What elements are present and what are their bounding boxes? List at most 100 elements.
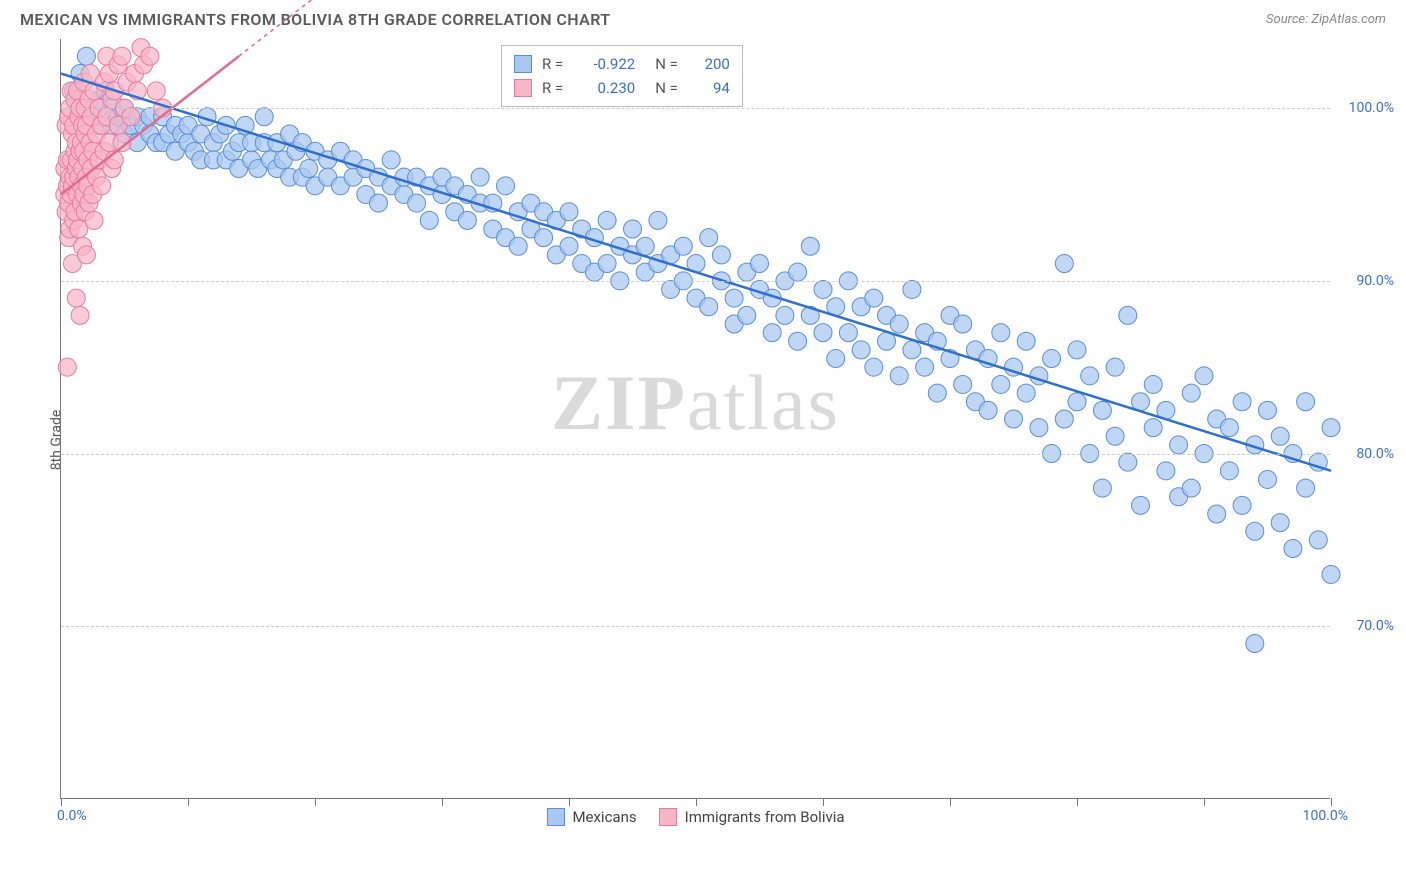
legend-swatch xyxy=(659,808,677,826)
data-point xyxy=(789,263,807,281)
data-point xyxy=(77,246,95,264)
legend-label: Mexicans xyxy=(572,808,636,826)
data-point xyxy=(1144,375,1162,393)
legend-swatch xyxy=(514,55,532,73)
data-point xyxy=(1030,419,1048,437)
data-point xyxy=(712,246,730,264)
header: MEXICAN VS IMMIGRANTS FROM BOLIVIA 8TH G… xyxy=(0,0,1406,35)
data-point xyxy=(1233,496,1251,514)
data-point xyxy=(1259,470,1277,488)
data-point xyxy=(916,358,934,376)
x-tick xyxy=(1331,798,1332,806)
data-point xyxy=(801,237,819,255)
x-tick xyxy=(823,798,824,806)
data-point xyxy=(1119,453,1137,471)
data-point xyxy=(725,289,743,307)
trend-line xyxy=(61,74,1331,471)
data-point xyxy=(113,47,131,65)
data-point xyxy=(1284,540,1302,558)
data-point xyxy=(85,211,103,229)
data-point xyxy=(1017,332,1035,350)
legend-item: Mexicans xyxy=(546,808,636,826)
legend-r-label: R = xyxy=(542,76,563,100)
x-tick xyxy=(696,798,697,806)
gridline xyxy=(61,108,1330,109)
plot-area: ZIPatlas R =-0.922N =200R =0.230N =94 Me… xyxy=(60,39,1330,799)
data-point xyxy=(1055,255,1073,273)
data-point xyxy=(535,229,553,247)
legend-n-label: N = xyxy=(655,76,678,100)
data-point xyxy=(1119,306,1137,324)
data-point xyxy=(560,203,578,221)
data-point xyxy=(77,47,95,65)
data-point xyxy=(1017,384,1035,402)
data-point xyxy=(992,375,1010,393)
data-point xyxy=(1043,350,1061,368)
data-point xyxy=(1132,496,1150,514)
chart-title: MEXICAN VS IMMIGRANTS FROM BOLIVIA 8TH G… xyxy=(20,10,611,29)
data-point xyxy=(827,350,845,368)
data-point xyxy=(1208,505,1226,523)
data-point xyxy=(598,211,616,229)
data-point xyxy=(814,324,832,342)
data-point xyxy=(865,358,883,376)
data-point xyxy=(1195,367,1213,385)
data-point xyxy=(636,237,654,255)
chart-container: 8th Grade ZIPatlas R =-0.922N =200R =0.2… xyxy=(20,35,1386,845)
data-point xyxy=(624,220,642,238)
data-point xyxy=(1182,384,1200,402)
data-point xyxy=(1233,393,1251,411)
legend-stats-row: R =-0.922N =200 xyxy=(514,52,730,76)
x-tick xyxy=(950,798,951,806)
data-point xyxy=(865,289,883,307)
data-point xyxy=(839,324,857,342)
data-point xyxy=(890,315,908,333)
y-tick-label: 70.0% xyxy=(1356,618,1394,634)
data-point xyxy=(1220,419,1238,437)
data-point xyxy=(1170,436,1188,454)
data-point xyxy=(1220,462,1238,480)
x-tick xyxy=(1204,798,1205,806)
data-point xyxy=(141,47,159,65)
data-point xyxy=(1246,635,1264,653)
data-point xyxy=(1055,410,1073,428)
y-tick-label: 100.0% xyxy=(1349,100,1394,116)
gridline xyxy=(61,281,1330,282)
data-point xyxy=(71,306,89,324)
data-point xyxy=(814,280,832,298)
data-point xyxy=(1005,410,1023,428)
x-tick xyxy=(188,798,189,806)
data-point xyxy=(903,280,921,298)
data-point xyxy=(1093,479,1111,497)
x-tick xyxy=(569,798,570,806)
x-axis-max-label: 100.0% xyxy=(1303,808,1348,824)
data-point xyxy=(1259,401,1277,419)
data-point xyxy=(1322,419,1340,437)
data-point xyxy=(458,211,476,229)
legend-item: Immigrants from Bolivia xyxy=(659,808,845,826)
data-point xyxy=(147,82,165,100)
data-point xyxy=(979,401,997,419)
data-point xyxy=(408,194,426,212)
data-point xyxy=(1068,393,1086,411)
data-point xyxy=(1246,522,1264,540)
data-point xyxy=(992,324,1010,342)
legend-stats: R =-0.922N =200R =0.230N =94 xyxy=(501,45,743,107)
data-point xyxy=(649,211,667,229)
data-point xyxy=(300,160,318,178)
data-point xyxy=(1157,462,1175,480)
legend-label: Immigrants from Bolivia xyxy=(685,808,845,826)
data-point xyxy=(1106,427,1124,445)
legend-swatch xyxy=(546,808,564,826)
y-tick-label: 90.0% xyxy=(1356,273,1394,289)
data-point xyxy=(67,289,85,307)
data-point xyxy=(382,151,400,169)
legend-r-value: -0.922 xyxy=(573,52,635,76)
data-point xyxy=(1309,531,1327,549)
data-point xyxy=(738,306,756,324)
data-point xyxy=(1068,341,1086,359)
legend-n-value: 94 xyxy=(688,76,730,100)
data-point xyxy=(497,177,515,195)
legend-r-label: R = xyxy=(542,52,563,76)
x-tick xyxy=(61,798,62,806)
